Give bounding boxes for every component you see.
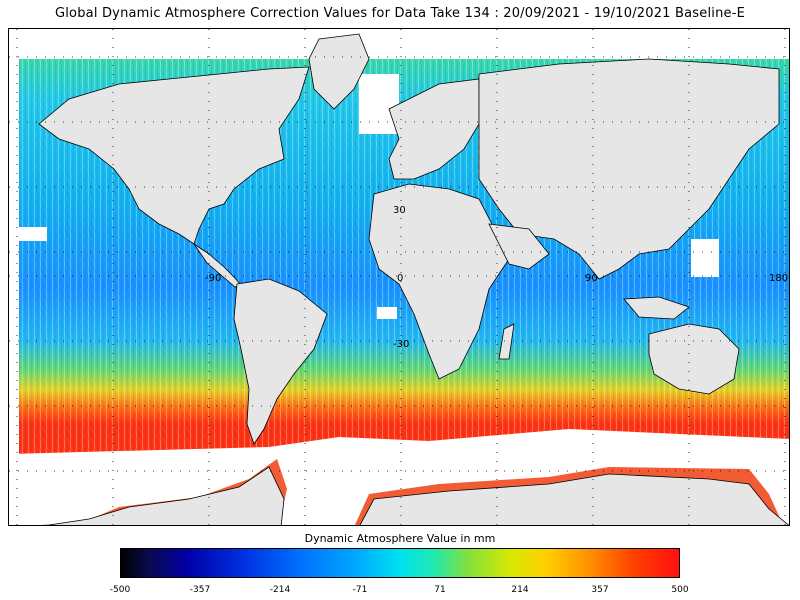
africa — [368, 183, 510, 380]
colorbar-title: Dynamic Atmosphere Value in mm — [304, 532, 496, 545]
colorbar-tick-1: -357 — [189, 585, 211, 595]
madagascar — [498, 323, 515, 360]
lon-label-0: 0 — [397, 273, 403, 284]
lon-label-minus90: -90 — [205, 273, 221, 284]
colorbar-tick-6: 357 — [591, 585, 609, 595]
south-america — [233, 278, 328, 445]
colorbar-tick-3: -71 — [352, 585, 368, 595]
greenland — [308, 33, 370, 110]
land-masses — [38, 33, 789, 525]
lon-label-90: 90 — [585, 273, 598, 284]
lon-label-180: 180 — [769, 273, 788, 284]
colorbar — [120, 548, 680, 578]
map-panel: -90 0 90 180 30 -30 — [8, 28, 790, 526]
lat-label-30: 30 — [393, 205, 406, 216]
map-title: Global Dynamic Atmosphere Correction Val… — [54, 6, 746, 21]
map-canvas: -90 0 90 180 30 -30 — [9, 29, 789, 525]
antarctica — [40, 466, 789, 525]
indonesia — [623, 296, 690, 320]
colorbar-tick-0: -500 — [109, 585, 131, 595]
lat-label-minus30: -30 — [393, 339, 409, 350]
colorbar-tick-2: -214 — [269, 585, 291, 595]
grid-labels: -90 0 90 180 30 -30 — [205, 205, 788, 350]
north-america — [38, 66, 310, 245]
asia — [478, 58, 780, 280]
colorbar-tick-5: 214 — [511, 585, 529, 595]
europe — [388, 78, 480, 180]
australia — [648, 323, 740, 395]
colorbar-tick-7: 500 — [671, 585, 689, 595]
arabia — [488, 223, 550, 270]
colorbar-tick-4: 71 — [434, 585, 446, 595]
